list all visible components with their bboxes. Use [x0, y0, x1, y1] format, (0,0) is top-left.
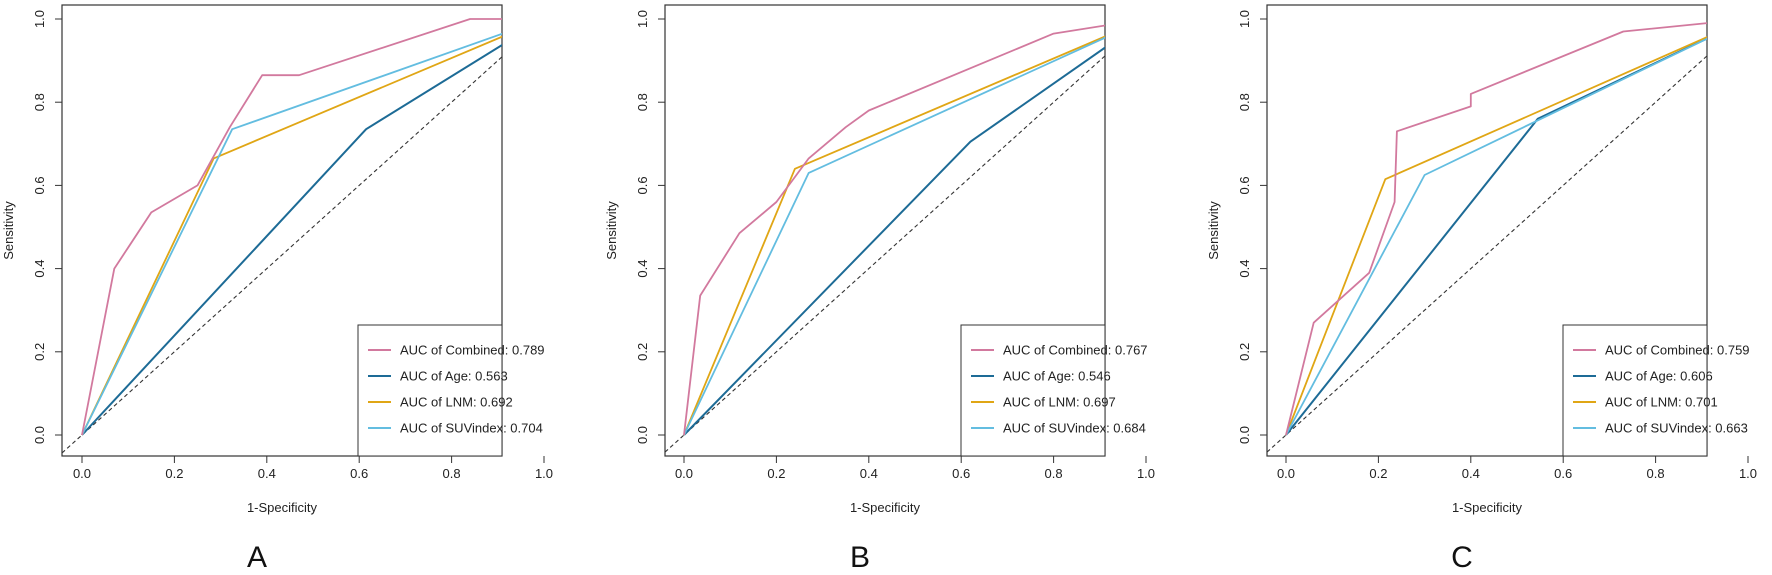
y-tick-label: 0.4: [635, 260, 650, 278]
y-tick-label: 0.8: [32, 93, 47, 111]
y-tick-label: 0.4: [32, 260, 47, 278]
legend-box: [357, 324, 503, 457]
x-tick-label: 0.0: [73, 466, 91, 481]
legend-label-lnm: AUC of LNM: 0.692: [400, 395, 513, 410]
x-tick-label: 0.2: [1369, 466, 1387, 481]
y-axis-title: Sensitivity: [1206, 201, 1221, 260]
y-tick-label: 1.0: [1237, 10, 1252, 28]
plot-area: [665, 24, 1105, 453]
legend-label-suvindex: AUC of SUVindex: 0.663: [1605, 421, 1748, 436]
x-axis-title: 1-Specificity: [850, 500, 921, 515]
roc-curve-suvindex: [683, 36, 1105, 436]
x-tick-label: 0.6: [350, 466, 368, 481]
x-tick-label: 0.4: [1462, 466, 1480, 481]
reference-diagonal-line: [62, 56, 502, 454]
panel-label: A: [247, 541, 267, 574]
x-tick-label: 1.0: [535, 466, 553, 481]
roc-curve-lnm: [683, 35, 1105, 436]
roc-curve-combined: [81, 18, 502, 436]
x-tick-label: 0.8: [443, 466, 461, 481]
y-tick-label: 1.0: [635, 10, 650, 28]
y-tick-label: 0.2: [1237, 343, 1252, 361]
x-tick-label: 0.8: [1647, 466, 1665, 481]
reference-diagonal-line: [1267, 55, 1707, 453]
y-tick-label: 0.6: [635, 176, 650, 194]
roc-panel-c: 0.0 0.2 0.4 0.6 0.8 1.0 0.0 0.2 0.4 0.6 0.8 1.0 1-Sp…: [1206, 4, 1757, 574]
plot-frame: [61, 4, 503, 457]
roc-curve-suvindex: [1285, 37, 1707, 436]
legend-label-combined: AUC of Combined: 0.789: [400, 343, 545, 358]
roc-curve-combined: [1285, 22, 1707, 436]
x-tick-label: 0.2: [767, 466, 785, 481]
y-tick-label: 0.2: [635, 343, 650, 361]
legend-label-lnm: AUC of LNM: 0.701: [1605, 395, 1718, 410]
x-tick-label: 0.0: [675, 466, 693, 481]
roc-curve-suvindex: [81, 32, 502, 436]
legend-box: [960, 324, 1106, 457]
plot-frame: [664, 4, 1106, 457]
y-tick-label: 0.8: [1237, 93, 1252, 111]
y-tick-label: 0.4: [1237, 260, 1252, 278]
plot-area: [62, 18, 502, 454]
x-tick-label: 0.6: [1554, 466, 1572, 481]
legend: AUC of Combined: 0.789 AUC of Age: 0.563 A…: [357, 324, 545, 457]
x-tick-label: 0.0: [1277, 466, 1295, 481]
y-tick-label: 0.6: [32, 176, 47, 194]
legend-label-age: AUC of Age: 0.606: [1605, 369, 1713, 384]
legend-label-combined: AUC of Combined: 0.767: [1003, 343, 1148, 358]
x-axis-title: 1-Specificity: [1452, 500, 1523, 515]
x-axis-title: 1-Specificity: [247, 500, 318, 515]
roc-curve-age: [683, 46, 1105, 436]
y-axis-title: Sensitivity: [1, 201, 16, 260]
x-tick-label: 1.0: [1137, 466, 1155, 481]
panel-label: C: [1451, 541, 1473, 574]
y-tick-label: 0.0: [635, 426, 650, 444]
legend-label-lnm: AUC of LNM: 0.697: [1003, 395, 1116, 410]
x-tick-label: 0.2: [165, 466, 183, 481]
plot-frame: [1266, 4, 1708, 457]
legend-label-combined: AUC of Combined: 0.759: [1605, 343, 1750, 358]
plot-area: [1267, 22, 1707, 453]
y-tick-label: 0.0: [32, 426, 47, 444]
legend-label-age: AUC of Age: 0.563: [400, 369, 508, 384]
reference-diagonal-line: [665, 55, 1105, 453]
roc-panel-b: 0.0 0.2 0.4 0.6 0.8 1.0 0.0 0.2 0.4 0.6 0.8 1.0 1-Sp…: [604, 4, 1155, 574]
panel-label: B: [850, 541, 870, 574]
roc-curve-lnm: [1285, 36, 1707, 436]
x-tick-label: 0.4: [258, 466, 276, 481]
y-axis-title: Sensitivity: [604, 201, 619, 260]
x-tick-label: 0.8: [1045, 466, 1063, 481]
legend-label-suvindex: AUC of SUVindex: 0.684: [1003, 421, 1146, 436]
legend: AUC of Combined: 0.759 AUC of Age: 0.606 A…: [1562, 324, 1750, 457]
x-tick-label: 0.6: [952, 466, 970, 481]
x-tick-label: 0.4: [860, 466, 878, 481]
y-tick-label: 0.0: [1237, 426, 1252, 444]
legend-box: [1562, 324, 1708, 457]
y-tick-label: 1.0: [32, 10, 47, 28]
roc-curve-combined: [683, 24, 1105, 436]
legend-label-age: AUC of Age: 0.546: [1003, 369, 1111, 384]
x-tick-label: 1.0: [1739, 466, 1757, 481]
y-tick-label: 0.8: [635, 93, 650, 111]
legend-label-suvindex: AUC of SUVindex: 0.704: [400, 421, 543, 436]
legend: AUC of Combined: 0.767 AUC of Age: 0.546 A…: [960, 324, 1148, 457]
roc-curve-lnm: [81, 35, 502, 436]
roc-curve-age: [81, 43, 502, 436]
roc-panel-a: 0.0 0.2 0.4 0.6 0.8 1.0 0.0 0.2 0.4 0.6 0.8 1.0 1-Sp…: [1, 4, 553, 574]
y-tick-label: 0.2: [32, 343, 47, 361]
y-tick-label: 0.6: [1237, 176, 1252, 194]
